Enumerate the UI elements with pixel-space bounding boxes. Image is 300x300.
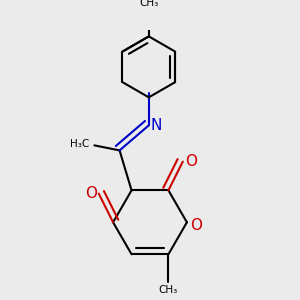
Text: N: N (150, 118, 161, 133)
Text: CH₃: CH₃ (159, 285, 178, 295)
Text: O: O (190, 218, 202, 233)
Text: H₃C: H₃C (70, 139, 90, 149)
Text: O: O (185, 154, 197, 169)
Text: CH₃: CH₃ (139, 0, 158, 8)
Text: O: O (85, 186, 97, 201)
